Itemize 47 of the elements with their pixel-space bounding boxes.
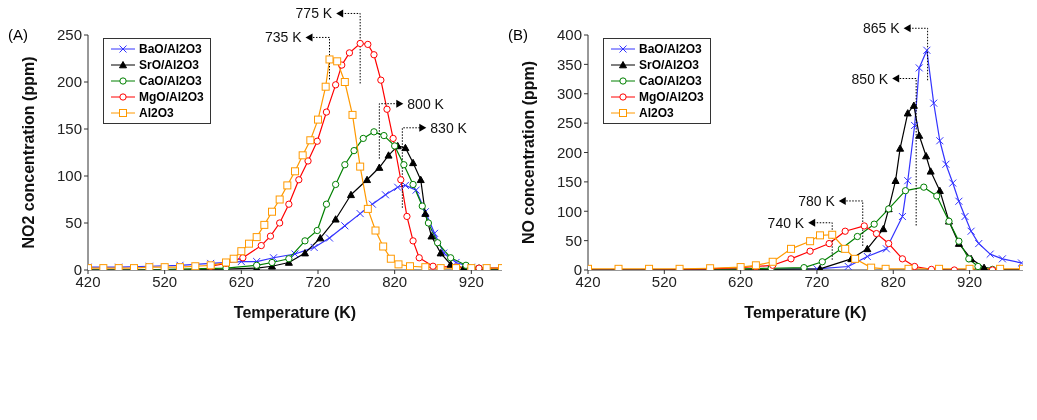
legend-label: MgO/Al2O3 — [139, 90, 204, 104]
annotation: 735 K — [264, 29, 303, 46]
legend-label: CaO/Al2O3 — [139, 74, 202, 88]
legend-label: SrO/Al2O3 — [639, 58, 700, 72]
legend-label: SrO/Al2O3 — [139, 58, 200, 72]
y-tick-label: 200 — [556, 143, 582, 161]
x-tick-label: 720 — [305, 272, 331, 290]
annotation: 740 K — [767, 214, 805, 231]
legend-label: Al2O3 — [139, 106, 174, 120]
y-tick-label: 50 — [65, 214, 82, 232]
annotation: 865 K — [863, 20, 901, 37]
x-tick-label: 720 — [804, 272, 830, 290]
x-tick-label: 920 — [957, 272, 983, 290]
legend-label: CaO/Al2O3 — [639, 74, 702, 88]
y-tick-label: 100 — [556, 202, 582, 220]
x-tick-label: 520 — [152, 272, 178, 290]
legend-label: MgO/Al2O3 — [639, 90, 704, 104]
legend-label: Al2O3 — [639, 106, 674, 120]
y-tick-label: 200 — [56, 73, 82, 91]
y-axis-title: NO concentration (ppm) — [519, 60, 537, 245]
y-tick-label: 400 — [556, 26, 582, 44]
y-tick-label: 50 — [565, 231, 582, 249]
annotation: 780 K — [798, 192, 836, 209]
y-axis-title: NO2 concentration (ppm) — [19, 56, 37, 249]
y-tick-label: 300 — [556, 85, 582, 103]
y-tick-label: 250 — [56, 26, 82, 44]
y-tick-label: 250 — [556, 114, 582, 132]
x-tick-label: 620 — [728, 272, 754, 290]
annotation: 850 K — [851, 70, 889, 87]
y-tick-label: 350 — [556, 55, 582, 73]
x-tick-label: 520 — [651, 272, 677, 290]
legend-label: BaO/Al2O3 — [139, 42, 202, 56]
x-tick-label: 920 — [458, 272, 484, 290]
x-tick-label: 620 — [228, 272, 254, 290]
annotation: 830 K — [430, 119, 468, 136]
legend-label: BaO/Al2O3 — [639, 42, 702, 56]
y-tick-label: 100 — [56, 167, 82, 185]
x-axis-title: Temperature (K) — [744, 304, 867, 321]
x-tick-label: 820 — [880, 272, 906, 290]
y-tick-label: 150 — [56, 120, 82, 138]
annotation: 775 K — [295, 5, 333, 22]
annotation: 800 K — [407, 95, 445, 112]
y-tick-label: 150 — [556, 173, 582, 191]
x-axis-title: Temperature (K) — [233, 304, 357, 321]
chart-title: (A) — [8, 26, 28, 43]
chart-title: (B) — [508, 26, 528, 43]
x-tick-label: 820 — [382, 272, 408, 290]
